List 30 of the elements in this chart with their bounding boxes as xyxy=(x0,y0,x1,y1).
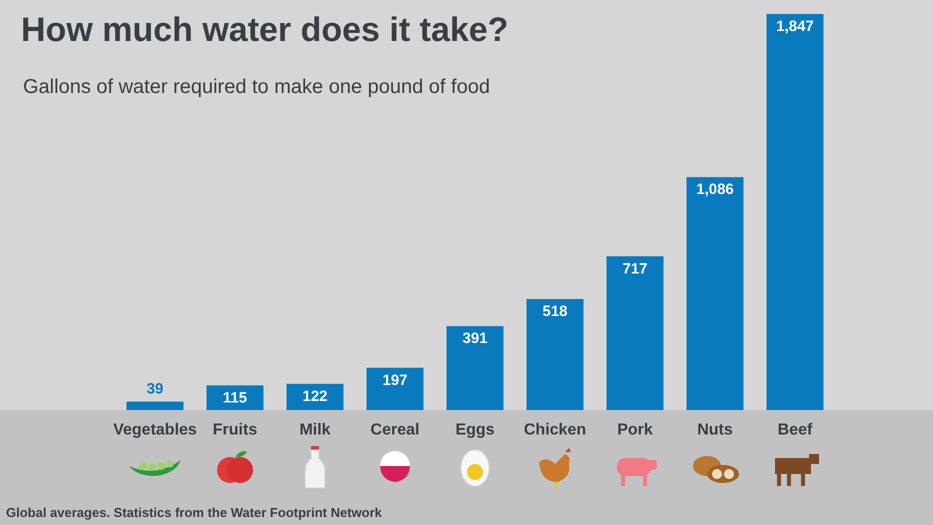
data-label: 1,086 xyxy=(696,181,734,198)
x-tick-label: Chicken xyxy=(524,422,586,438)
text: Gallons of water required to make one pound of food xyxy=(23,76,490,98)
text: Global averages. Statistics from the Water Footprint Network xyxy=(6,505,383,520)
data-label: 115 xyxy=(222,389,248,406)
bar xyxy=(446,326,504,410)
data-label: 391 xyxy=(462,330,488,348)
data-label: 717 xyxy=(622,260,648,278)
x-tick-label: Milk xyxy=(299,422,331,438)
data-label: 197 xyxy=(382,372,408,389)
data-label: 1,847 xyxy=(776,18,814,35)
chart-title: How much water does it take? xyxy=(21,11,508,49)
bar xyxy=(206,385,264,410)
bar xyxy=(366,368,424,410)
x-tick-label: Eggs xyxy=(455,422,495,438)
x-tick-label: Fruits xyxy=(212,422,258,438)
bar xyxy=(606,256,664,410)
bar xyxy=(286,384,344,410)
x-tick-label: Vegetables xyxy=(113,422,197,438)
x-tick-label: Beef xyxy=(778,422,814,438)
data-label: 518 xyxy=(542,302,568,320)
bar xyxy=(766,14,824,410)
x-tick-label: Cereal xyxy=(370,422,420,438)
x-tick-label: Nuts xyxy=(697,422,733,438)
bar xyxy=(686,177,744,410)
data-label: 39 xyxy=(146,380,164,398)
x-tick-label: Pork xyxy=(617,422,653,438)
bar xyxy=(126,402,184,410)
bar xyxy=(526,298,584,410)
data-label: 122 xyxy=(302,388,328,405)
